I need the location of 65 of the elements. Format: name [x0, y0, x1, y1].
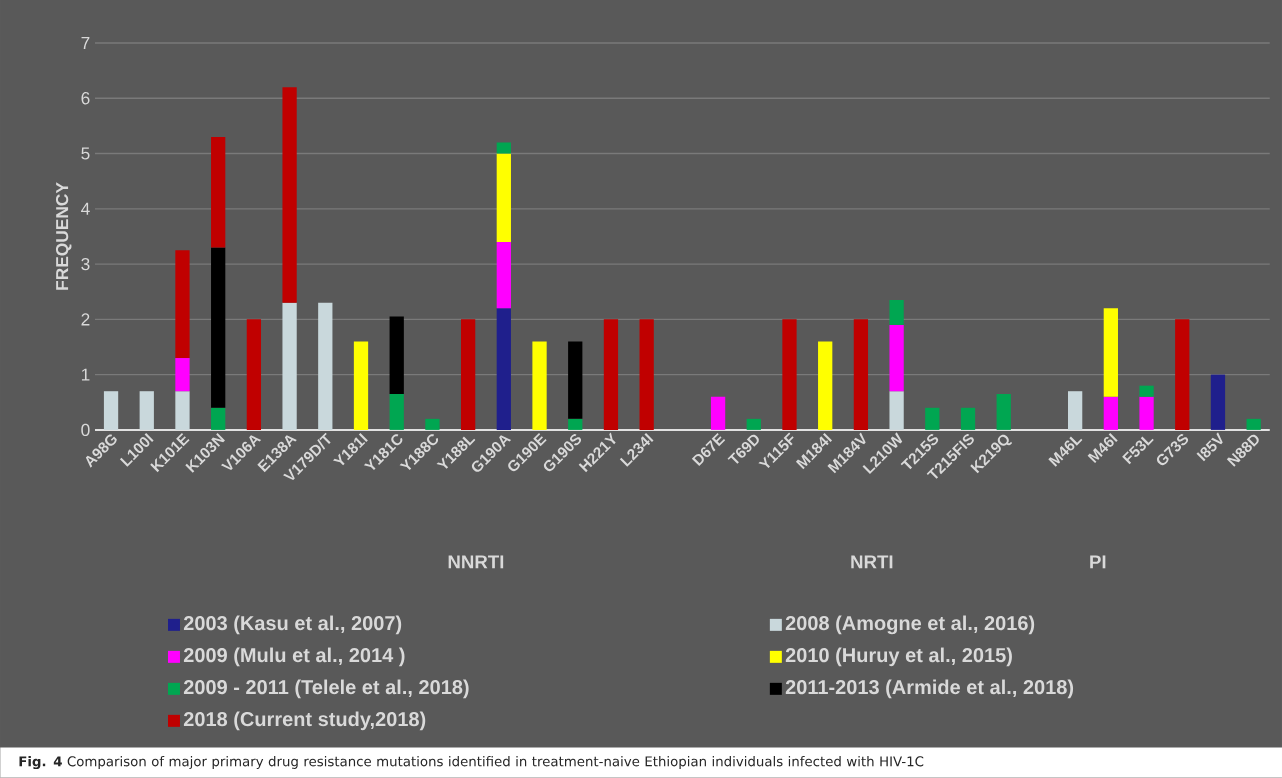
y-tick-label: 6	[81, 92, 90, 105]
legend-label: 2018 (Current study,2018)	[183, 711, 426, 731]
legend-label: 2011-2013 (Armide et al., 2018)	[785, 679, 1074, 699]
bar	[211, 407, 226, 430]
bar	[460, 319, 476, 430]
bar	[889, 391, 904, 430]
bar	[139, 391, 154, 430]
bar	[782, 319, 797, 430]
text: Fig. 4 Comparison of major primary drug resistance mutations identified in treatment-naive Ethiopian individuals infected with HIV-1C	[19, 756, 924, 770]
bar	[496, 142, 511, 154]
bar	[175, 250, 190, 359]
bar	[318, 302, 333, 430]
bar	[1210, 374, 1226, 430]
bar	[353, 341, 369, 430]
bar	[496, 242, 511, 309]
bar	[425, 418, 440, 430]
bar	[496, 308, 511, 430]
bar	[103, 391, 119, 430]
y-axis-title: FREQUENCY	[55, 182, 72, 290]
bar	[496, 153, 511, 243]
bar	[818, 341, 833, 430]
y-tick-label: 7	[81, 37, 90, 50]
y-tick-label: 5	[81, 147, 90, 160]
text: NRTI	[851, 555, 893, 569]
legend-label: 2009 - 2011 (Telele et al., 2018)	[183, 679, 469, 699]
bar	[1139, 385, 1154, 397]
bar	[1175, 319, 1190, 430]
legend-label: 2009 (Mulu et al., 2014 )	[183, 647, 405, 667]
bar	[1246, 418, 1261, 430]
bar	[389, 316, 404, 395]
bar	[1139, 396, 1154, 430]
bar	[568, 418, 583, 430]
bar	[282, 87, 297, 303]
bar	[853, 319, 869, 430]
bar	[211, 137, 226, 248]
bar	[175, 391, 190, 430]
legend-label: 2003 (Kasu et al., 2007)	[183, 615, 402, 635]
bar	[925, 407, 940, 430]
bar	[960, 407, 976, 430]
y-tick-label: 1	[81, 368, 90, 381]
bar	[282, 302, 297, 430]
bar	[211, 247, 226, 408]
bar	[889, 324, 904, 392]
bar	[246, 319, 262, 430]
bar	[889, 300, 904, 325]
text: NNRTI	[448, 555, 504, 569]
bar	[639, 319, 654, 430]
bar	[1068, 391, 1083, 430]
bar	[532, 341, 547, 430]
legend-label: 2008 (Amogne et al., 2016)	[785, 615, 1035, 635]
text: PI	[1090, 555, 1106, 569]
legend-label: 2010 (Huruy et al., 2015)	[785, 647, 1012, 667]
y-tick-label: 4	[81, 202, 90, 215]
bar	[996, 394, 1011, 430]
bar	[1103, 308, 1118, 397]
y-tick-label: 3	[81, 258, 90, 271]
y-tick-label: 2	[81, 313, 90, 326]
y-tick-label: 0	[81, 423, 90, 437]
bar	[710, 396, 726, 430]
bar	[603, 319, 619, 430]
bar	[746, 418, 761, 430]
bar	[389, 394, 404, 430]
bar	[1103, 396, 1118, 430]
bar	[175, 358, 190, 392]
bar	[568, 341, 583, 419]
